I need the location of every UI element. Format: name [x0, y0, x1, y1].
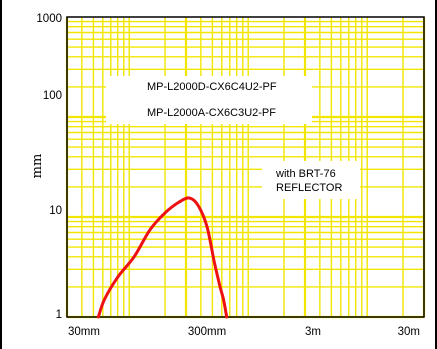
model-label-2: MP-L2000A-CX6C3U2-PF — [147, 107, 276, 119]
x-tick-label-30mm: 30mm — [68, 326, 100, 338]
y-tick-label-100: 100 — [43, 90, 62, 102]
reflector-label-1: with BRT-76 — [275, 168, 336, 180]
y-tick-label-1000: 1000 — [36, 13, 62, 25]
x-tick-label-300mm: 300mm — [188, 326, 226, 338]
model-label-1: MP-L2000D-CX6C4U2-PF — [147, 81, 277, 93]
x-tick-label-3m: 3m — [305, 326, 321, 338]
plot-border — [66, 16, 425, 318]
y-tick-label-10: 10 — [49, 205, 62, 217]
reflector-label-2: REFLECTOR — [276, 182, 342, 194]
y-axis-label: mm — [30, 154, 45, 179]
model-label-box — [106, 76, 312, 124]
x-tick-label-30m: 30m — [398, 326, 420, 338]
y-tick-label-1: 1 — [56, 309, 62, 321]
series-line-detection-range — [96, 196, 229, 319]
reflector-label-box — [262, 161, 360, 199]
